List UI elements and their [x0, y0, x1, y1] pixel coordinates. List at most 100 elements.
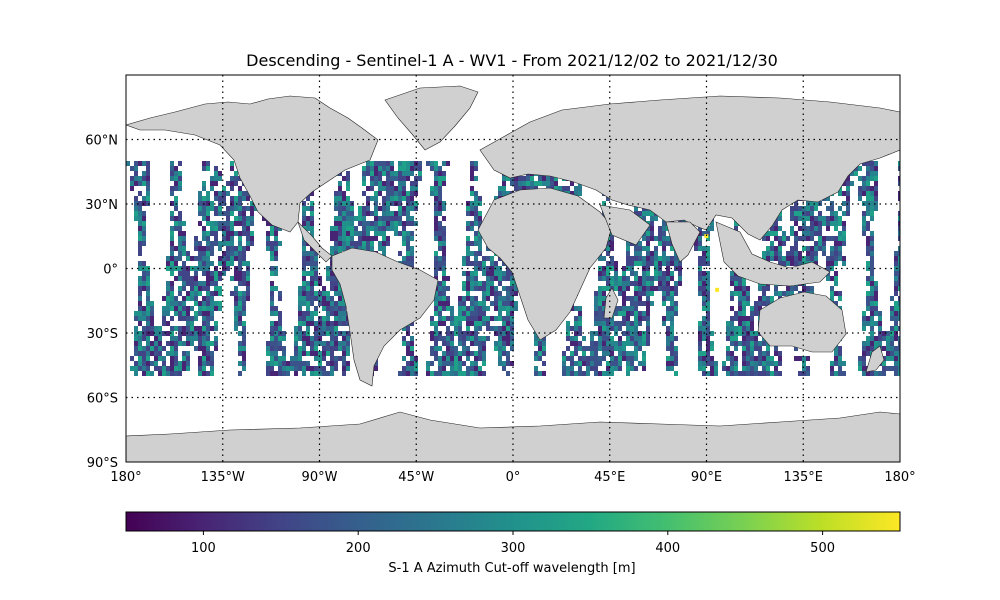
data-cell — [834, 361, 838, 366]
data-cell — [666, 291, 670, 296]
data-cell — [226, 241, 230, 246]
data-cell — [198, 336, 202, 341]
data-cell — [778, 216, 782, 221]
data-cell — [138, 266, 142, 271]
data-cell — [650, 226, 654, 231]
data-cell — [670, 296, 674, 301]
data-cell — [434, 371, 438, 376]
data-cell — [474, 366, 478, 371]
data-cell — [238, 321, 242, 326]
data-cell — [242, 311, 246, 316]
data-cell — [646, 266, 650, 271]
data-cell — [822, 241, 826, 246]
data-cell — [306, 271, 310, 276]
data-cell — [670, 361, 674, 366]
data-cell — [590, 366, 594, 371]
data-cell — [406, 241, 410, 246]
data-cell — [250, 236, 254, 241]
data-cell — [646, 311, 650, 316]
data-cell — [486, 246, 490, 251]
data-cell — [206, 261, 210, 266]
data-cell — [206, 371, 210, 376]
data-cell — [602, 351, 606, 356]
data-cell — [662, 226, 666, 231]
data-cell — [334, 311, 338, 316]
data-cell — [266, 371, 270, 376]
data-cell — [214, 221, 218, 226]
data-cell — [246, 206, 250, 211]
data-cell — [366, 241, 370, 246]
data-cell — [486, 281, 490, 286]
data-cell — [834, 371, 838, 376]
data-cell — [210, 181, 214, 186]
data-cell — [410, 216, 414, 221]
longitude-tick-label: 180° — [110, 470, 141, 485]
data-cell — [834, 236, 838, 241]
data-cell — [554, 181, 558, 186]
data-cell — [406, 216, 410, 221]
data-cell — [378, 161, 382, 166]
data-cell — [806, 366, 810, 371]
data-cell — [178, 226, 182, 231]
data-cell — [438, 236, 442, 241]
data-cell — [434, 311, 438, 316]
data-cell — [218, 291, 222, 296]
data-cell — [142, 361, 146, 366]
data-cell — [402, 341, 406, 346]
data-cell — [878, 321, 882, 326]
data-cell — [346, 196, 350, 201]
data-cell — [606, 271, 610, 276]
data-cell — [150, 311, 154, 316]
data-cell — [866, 281, 870, 286]
data-cell — [338, 186, 342, 191]
data-cell — [474, 236, 478, 241]
data-cell — [386, 191, 390, 196]
data-cell — [442, 356, 446, 361]
data-cell — [462, 301, 466, 306]
data-cell — [138, 356, 142, 361]
data-cell — [398, 171, 402, 176]
data-cell — [570, 366, 574, 371]
data-cell — [206, 276, 210, 281]
data-cell — [738, 281, 742, 286]
data-cell — [878, 316, 882, 321]
data-cell — [798, 251, 802, 256]
data-cell — [346, 336, 350, 341]
data-cell — [430, 191, 434, 196]
data-cell — [270, 331, 274, 336]
data-cell — [838, 251, 842, 256]
data-cell — [166, 341, 170, 346]
data-cell — [210, 306, 214, 311]
data-cell — [382, 196, 386, 201]
data-cell — [378, 231, 382, 236]
data-cell — [126, 161, 130, 166]
data-cell — [498, 276, 502, 281]
data-cell — [222, 196, 226, 201]
data-cell — [166, 351, 170, 356]
data-cell — [466, 261, 470, 266]
data-cell — [222, 201, 226, 206]
data-cell — [154, 346, 158, 351]
data-cell — [662, 221, 666, 226]
data-cell — [198, 246, 202, 251]
data-cell — [318, 301, 322, 306]
data-cell — [326, 371, 330, 376]
data-cell — [730, 351, 734, 356]
data-cell — [794, 201, 798, 206]
data-cell — [838, 346, 842, 351]
data-cell — [146, 341, 150, 346]
data-cell — [806, 211, 810, 216]
data-cell — [154, 356, 158, 361]
data-cell — [702, 276, 706, 281]
data-cell — [370, 171, 374, 176]
data-cell — [606, 326, 610, 331]
data-cell — [542, 351, 546, 356]
data-cell — [474, 371, 478, 376]
data-cell — [738, 371, 742, 376]
data-cell — [502, 286, 506, 291]
data-cell — [430, 361, 434, 366]
data-cell — [678, 271, 682, 276]
data-cell — [790, 211, 794, 216]
data-cell — [622, 291, 626, 296]
data-cell — [814, 231, 818, 236]
